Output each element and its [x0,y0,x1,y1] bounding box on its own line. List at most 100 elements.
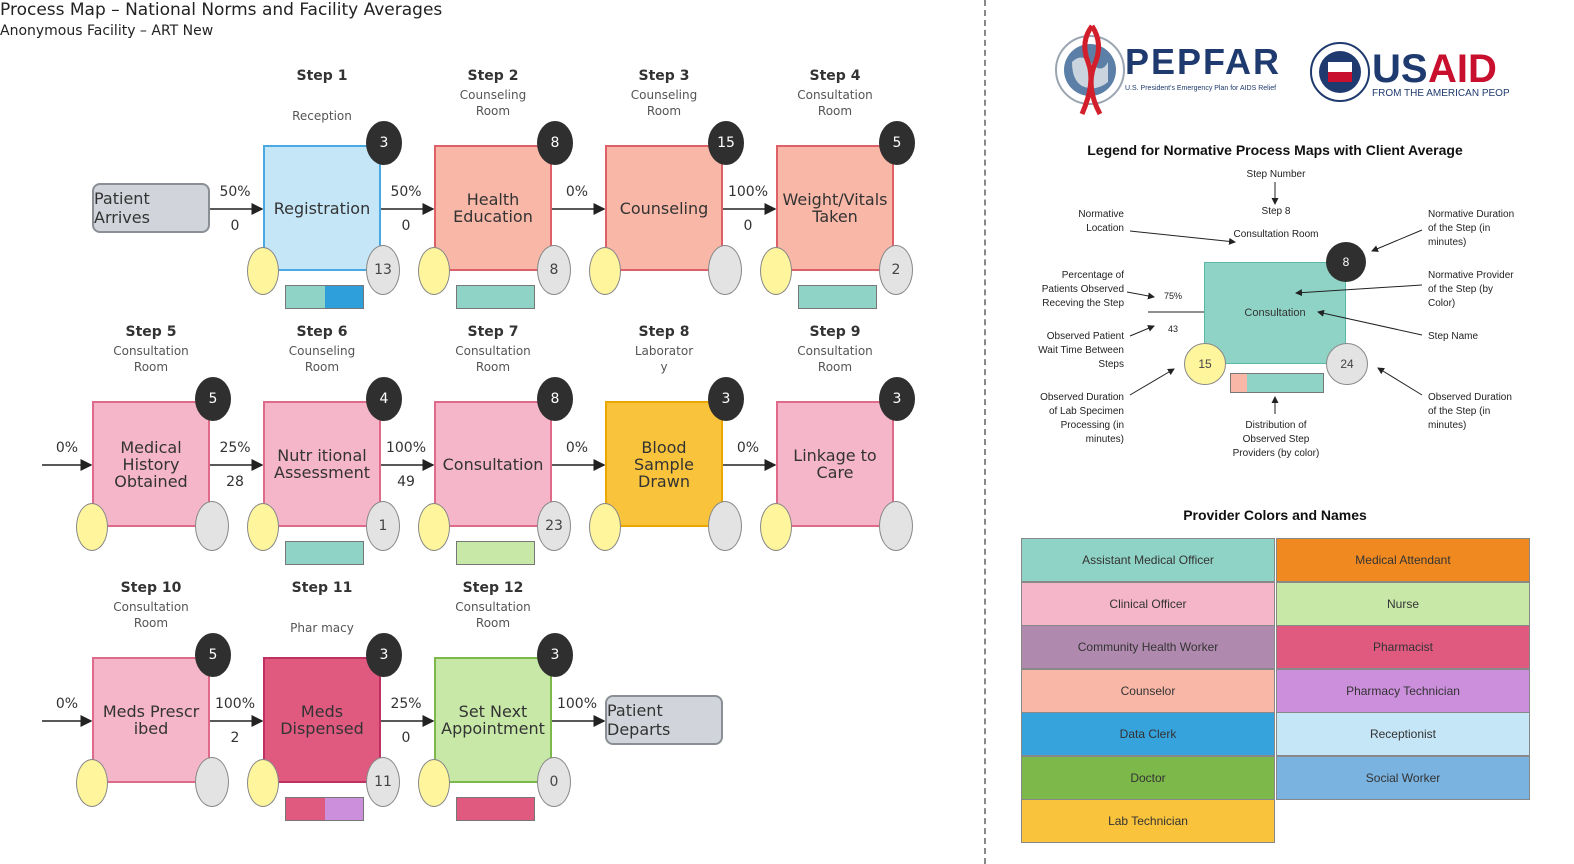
legend-pointer-arrows [1126,182,1423,414]
provider-segment [799,286,876,308]
step-9-box: Linkage to Care [776,401,894,527]
step-6-box: Nutr itional Assessment [263,401,381,527]
legend-obs-duration-circle: 24 [1326,343,1368,385]
provider-segment [286,542,363,564]
legend-sample-location: Consultation Room [1233,229,1319,240]
provider-receptionist: Receptionist [1276,712,1530,756]
step-9-lab-oval [760,503,792,551]
legend-sample-wait: 43 [1167,324,1178,334]
legend-sample-pct: 75% [1163,291,1182,301]
provider-data-clerk: Data Clerk [1021,712,1275,756]
step-5-box: Medical History Obtained [92,401,210,527]
step-7-normative-duration: 8 [537,377,573,421]
step-2-observed-duration: 8 [537,245,571,295]
step-2-provider-bar [456,285,535,309]
step-2-wait-time: 0 [401,218,411,234]
step-8-pct-observed: 0% [565,440,589,456]
provider-community-health-worker: Community Health Worker [1021,625,1275,669]
divider [984,0,986,864]
legend-norm-duration-circle: 8 [1326,242,1366,282]
step-8-normative-duration: 3 [708,377,744,421]
step-8-observed-duration [708,501,742,551]
provider-counselor: Counselor [1021,668,1275,713]
legend-observed-duration-label: Observed Duration of the Step (in minute… [1428,392,1512,431]
step-3-lab-oval [589,247,621,295]
step-9-pct-observed: 0% [736,440,760,456]
step-1-box: Registration [263,145,381,271]
step-1-observed-duration: 13 [366,245,400,295]
step-8-number: Step 8 [638,324,690,340]
step-2-normative-duration: 8 [537,121,573,165]
usaid-logo: US AID FROM THE AMERICAN PEOPLE [1310,42,1510,102]
step-2-box: Health Education [434,145,552,271]
provider-segment [457,542,534,564]
step-3-observed-duration [708,245,742,295]
provider-nurse: Nurse [1276,581,1530,626]
step-5-location: Consultation Room [113,344,189,374]
legend-step-name-label: Step Name [1428,331,1479,342]
step-11-observed-duration: 11 [366,757,400,807]
step-1-lab-oval [247,247,279,295]
step-7-box: Consultation [434,401,552,527]
provider-segment [457,286,534,308]
svg-text:U.S. President's Emergency Pla: U.S. President's Emergency Plan for AIDS… [1125,85,1276,92]
step-2-lab-oval [418,247,450,295]
provider-segment [286,798,325,820]
step-6-lab-oval [247,503,279,551]
step-9-observed-duration [879,501,913,551]
provider-pharmacist: Pharmacist [1276,625,1530,669]
svg-text:FROM THE AMERICAN PEOPLE: FROM THE AMERICAN PEOPLE [1372,88,1510,99]
step-2-pct-observed: 50% [390,184,422,200]
step-5-number: Step 5 [125,324,177,340]
legend-normative-duration-label: Normative Duration of the Step (in minut… [1428,209,1515,248]
step-7-number: Step 7 [467,324,519,340]
step-7-observed-duration: 23 [537,501,571,551]
legend-distribution-label: Distribution of Observed Step Providers … [1232,420,1320,459]
step-4-pct-observed: 100% [727,184,769,200]
step-6-observed-duration: 1 [366,501,400,551]
step-4-normative-duration: 5 [879,121,915,165]
step-12-pct-observed: 25% [390,696,422,712]
step-11-number: Step 11 [291,580,353,596]
step-7-location: Consultation Room [455,344,531,374]
step-6-number: Step 6 [296,324,348,340]
step-10-observed-duration [195,757,229,807]
step-12-observed-duration: 0 [537,757,571,807]
page-title: Process Map – National Norms and Facilit… [0,0,443,20]
step-12-lab-oval [418,759,450,807]
legend-lab-duration-circle: 15 [1184,343,1226,385]
legend-pct-observed-label: Percentage of Patients Observed Receving… [1041,270,1124,309]
legend-normative-provider-label: Normative Provider of the Step (by Color… [1428,270,1514,309]
step-11-location: Phar macy [290,621,354,635]
step-8-box: Blood Sample Drawn [605,401,723,527]
step-4-lab-oval [760,247,792,295]
step-8-location: Laborator y [634,344,694,374]
patient-arrives-box: Patient Arrives [92,183,210,233]
legend-step-number-label: Step Number [1246,169,1306,180]
svg-text:PEPFAR: PEPFAR [1125,41,1281,82]
step-11-pct-observed: 100% [214,696,256,712]
step-1-normative-duration: 3 [366,121,402,165]
step-3-pct-observed: 0% [565,184,589,200]
step-10-lab-oval [76,759,108,807]
step-2-location: Counseling Room [459,88,527,118]
step-10-box: Meds Prescr ibed [92,657,210,783]
legend-sample-step: Step 8 [1261,206,1291,217]
provider-social-worker: Social Worker [1276,755,1530,800]
legend-observed-lab-label: Observed Duration of Lab Specimen Proces… [1040,392,1124,445]
step-11-box: Meds Dispensed [263,657,381,783]
step-4-number: Step 4 [809,68,861,84]
step-11-normative-duration: 3 [366,633,402,677]
step-9-location: Consultation Room [797,344,873,374]
step-6-pct-observed: 25% [219,440,251,456]
step-5-normative-duration: 5 [195,377,231,421]
step-10-pct-observed: 0% [55,696,79,712]
provider-clinical-officer: Clinical Officer [1021,581,1275,626]
step-10-location: Consultation Room [113,600,189,630]
step-11-provider-bar [285,797,364,821]
step-2-number: Step 2 [467,68,519,84]
step-1-wait-time: 0 [230,218,240,234]
legend-observed-wait-label: Observed Patient Wait Time Between Steps [1038,331,1124,370]
step-7-provider-bar [456,541,535,565]
step-9-number: Step 9 [809,324,861,340]
